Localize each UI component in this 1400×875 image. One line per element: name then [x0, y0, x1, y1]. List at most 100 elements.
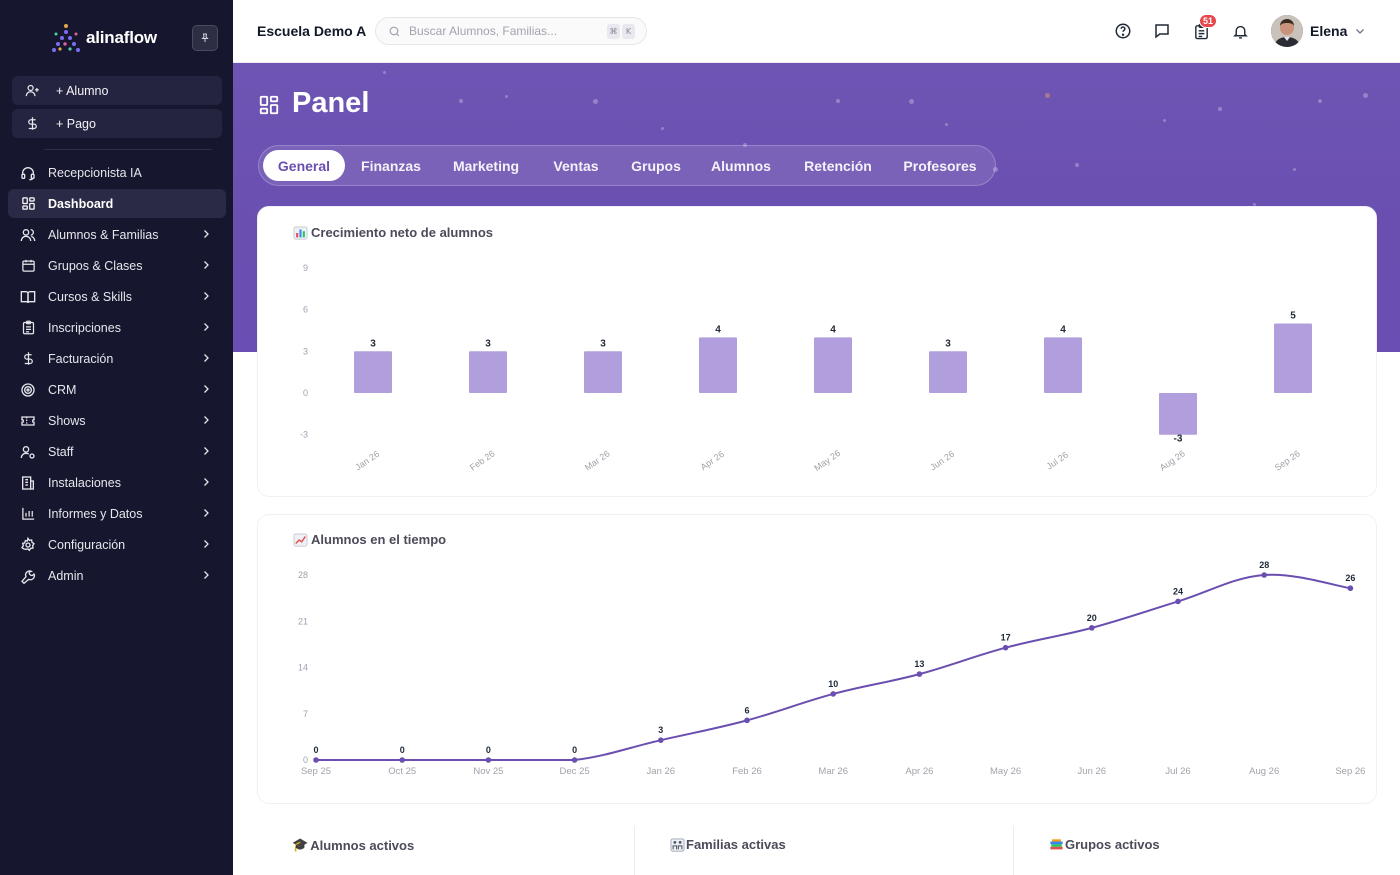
stat-divider [634, 826, 635, 875]
tab-retencion[interactable]: Retención [804, 157, 872, 174]
chevron-right-icon [204, 292, 209, 300]
y-tick-label: -3 [300, 430, 308, 440]
search-icon [389, 26, 400, 36]
data-point [1002, 644, 1009, 651]
bar-value-label: 4 [715, 324, 721, 335]
point-value-label: 26 [1345, 573, 1355, 583]
chevron-right-icon [204, 261, 209, 269]
y-tick-label: 14 [298, 663, 308, 673]
data-point [658, 737, 664, 743]
point-value-label: 6 [744, 705, 749, 715]
search-box[interactable]: ⌘ K [375, 17, 647, 45]
tab-grupos[interactable]: Grupos [631, 157, 681, 174]
sidebar-item-grupos-clases[interactable]: Grupos & Clases [8, 251, 226, 280]
tab-general[interactable]: General [263, 150, 345, 181]
notifications-button[interactable] [1229, 20, 1251, 42]
stat-active-students-title: 🎓 Alumnos activos [292, 837, 415, 853]
tab-finanzas[interactable]: Finanzas [361, 157, 421, 174]
sidebar-item-inscripciones[interactable]: Inscripciones [8, 313, 226, 342]
sidebar-item-label: Dashboard [48, 196, 114, 211]
stat-active-groups-title: Grupos activos [1049, 837, 1160, 852]
chevron-down-icon[interactable] [1354, 25, 1366, 37]
x-tick-label: May 26 [990, 766, 1021, 777]
grid-icon [259, 95, 279, 115]
data-point [830, 691, 836, 697]
graduation-cap-icon: 🎓 [292, 837, 309, 852]
chevron-right-icon [204, 509, 209, 517]
sidebar-item-shows[interactable]: Shows [8, 406, 226, 435]
x-tick-label: Feb 26 [732, 766, 762, 777]
avatar[interactable] [1271, 15, 1303, 47]
brand-logo[interactable]: alinaflow [48, 22, 157, 54]
students-over-time-card: Alumnos en el tiempo 28 21 14 7 0 0 Sep 25 0 Oct… [257, 514, 1377, 804]
bar-value-label: 4 [1060, 324, 1066, 335]
sidebar-item-admin[interactable]: Admin [8, 561, 226, 590]
search-input[interactable] [409, 24, 599, 38]
chevron-right-icon [204, 385, 209, 393]
sidebar-item-facturacion[interactable]: Facturación [8, 344, 226, 373]
bar-chart-emoji-icon [293, 225, 308, 240]
x-tick-label: Jul 26 [1045, 450, 1070, 472]
point-value-label: 17 [1001, 633, 1011, 643]
tab-ventas[interactable]: Ventas [553, 157, 599, 174]
chevron-right-icon [204, 571, 209, 579]
chevron-right-icon [204, 354, 209, 362]
bar [814, 337, 852, 393]
tasks-badge: 51 [1199, 14, 1218, 28]
x-tick-label: Sep 25 [301, 766, 331, 777]
sidebar-item-instalaciones[interactable]: Instalaciones [8, 468, 226, 497]
y-tick-label: 3 [303, 346, 308, 356]
net-growth-card: Crecimiento neto de alumnos 9 6 3 0 -3 3 Jan 2… [257, 206, 1377, 497]
x-tick-label: Dec 25 [560, 766, 590, 777]
tab-profesores[interactable]: Profesores [903, 157, 977, 174]
stat-active-students-value: •• [277, 866, 295, 875]
sidebar-item-cursos-skills[interactable]: Cursos & Skills [8, 282, 226, 311]
series-line [316, 573, 1351, 761]
chevron-right-icon [204, 447, 209, 455]
data-point [571, 757, 578, 763]
sidebar-item-informes-datos[interactable]: Informes y Datos [8, 499, 226, 528]
pin-sidebar-button[interactable] [192, 25, 218, 51]
tab-marketing[interactable]: Marketing [452, 157, 520, 174]
sidebar-item-recepcionista-ia[interactable]: Recepcionista IA [8, 158, 226, 187]
target-icon [19, 381, 37, 399]
quick-add-student-button[interactable]: + Alumno [12, 76, 222, 105]
sidebar-item-crm[interactable]: CRM [8, 375, 226, 404]
point-value-label: 28 [1259, 560, 1269, 570]
user-name[interactable]: Elena [1310, 23, 1348, 39]
sidebar: alinaflow + Alumno + Pago Recepcionista … [0, 0, 233, 875]
sidebar-item-label: Facturación [48, 351, 114, 366]
dashboard-tabs: General Finanzas Marketing Ventas Grupos… [258, 145, 996, 186]
x-tick-label: Sep 26 [1273, 448, 1302, 473]
messages-button[interactable] [1151, 20, 1173, 42]
data-point [1175, 598, 1181, 605]
sidebar-item-dashboard[interactable]: Dashboard [8, 189, 226, 218]
quick-add-payment-button[interactable]: + Pago [12, 109, 222, 138]
bar-value-label: -3 [1174, 434, 1183, 445]
sidebar-item-alumnos-familias[interactable]: Alumnos & Familias [8, 220, 226, 249]
data-point [1347, 585, 1354, 592]
pin-icon [201, 33, 209, 42]
sidebar-item-label: Shows [48, 413, 86, 428]
data-point [485, 757, 492, 763]
x-tick-label: Jan 26 [353, 449, 381, 473]
shortcut-key-k: K [622, 24, 635, 39]
x-tick-label: Nov 25 [473, 766, 503, 777]
calendar-icon [19, 257, 37, 275]
chevron-right-icon [204, 540, 209, 548]
bar-chart-icon [19, 505, 37, 523]
sidebar-item-label: Instalaciones [48, 475, 121, 490]
tab-alumnos[interactable]: Alumnos [711, 157, 771, 174]
point-value-label: 0 [313, 745, 318, 755]
chevron-right-icon [204, 478, 209, 486]
shortcut-key-cmd: ⌘ [607, 24, 620, 39]
y-tick-label: 21 [298, 616, 308, 626]
sidebar-item-configuracion[interactable]: Configuración [8, 530, 226, 559]
sidebar-item-label: Grupos & Clases [48, 258, 143, 273]
help-button[interactable] [1112, 20, 1134, 42]
bar [469, 351, 507, 393]
sidebar-item-staff[interactable]: Staff [8, 437, 226, 466]
chevron-right-icon [204, 323, 209, 331]
school-name[interactable]: Escuela Demo A [257, 23, 367, 39]
